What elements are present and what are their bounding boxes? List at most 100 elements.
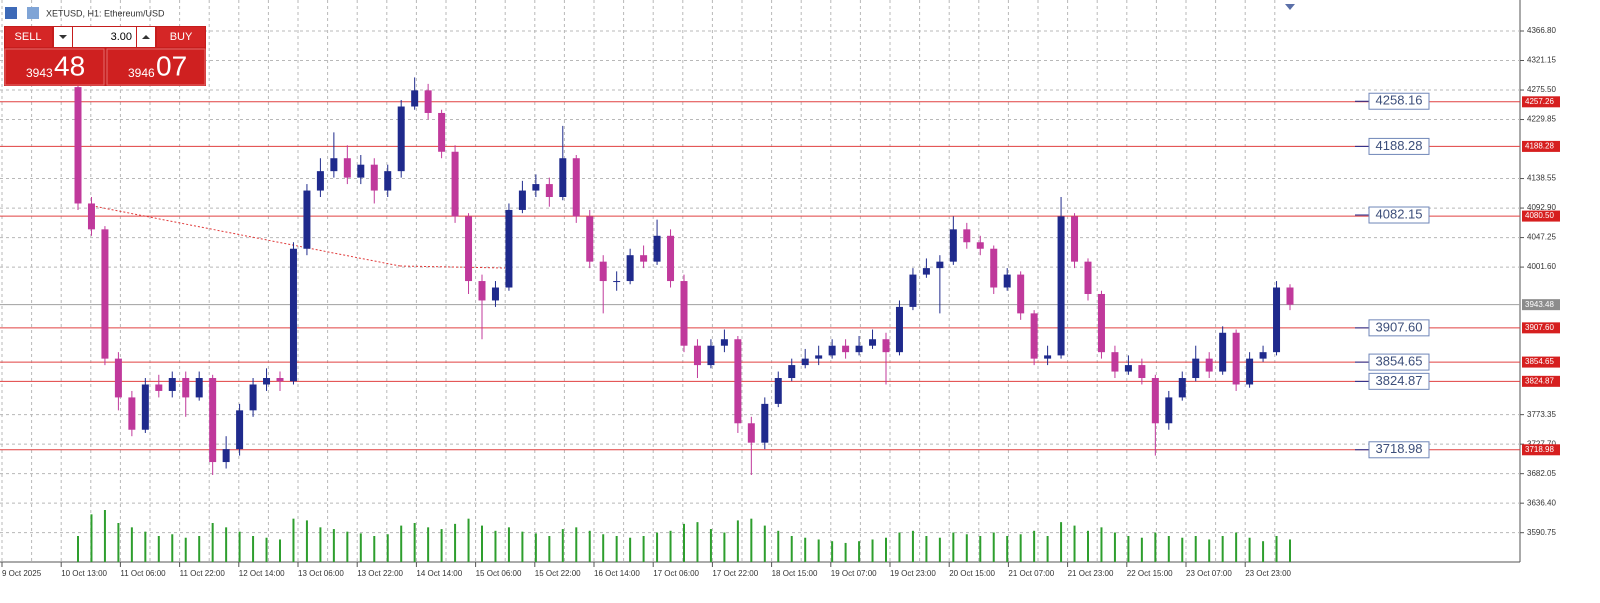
candle-body (734, 339, 742, 424)
volume-bar (413, 523, 416, 562)
y-tick-label: 3727.70 (1527, 439, 1556, 448)
candle-body (1030, 313, 1038, 359)
volume-bar (225, 527, 228, 562)
candle-body (316, 171, 324, 191)
volume-bar (305, 520, 308, 562)
y-tick-label: 3682.05 (1527, 469, 1556, 478)
volume-value: 3.00 (111, 31, 132, 43)
sell-button[interactable] (5, 27, 52, 47)
x-tick-label: 16 Oct 14:00 (594, 569, 640, 578)
price-tag (1522, 96, 1560, 108)
y-tick-label: 4321.15 (1527, 56, 1556, 65)
x-tick-label: 23 Oct 07:00 (1186, 569, 1232, 578)
volume-bar (1019, 534, 1022, 562)
candle-body (774, 378, 782, 404)
volume-bar (992, 532, 995, 562)
candle-body (1246, 358, 1254, 385)
y-tick-label: 4366.80 (1527, 26, 1556, 35)
trend-line[interactable] (87, 204, 401, 267)
candle-body (976, 242, 984, 249)
volume-bar (763, 525, 766, 562)
x-tick-label: 14 Oct 14:00 (416, 569, 462, 578)
buy-price-big: 07 (156, 50, 187, 81)
level-box (1368, 441, 1430, 459)
volume-bar (346, 531, 349, 562)
volume-bar (117, 523, 120, 562)
candle-body (155, 384, 163, 391)
volume-bar (400, 525, 403, 562)
candle-body (1232, 332, 1240, 385)
volume-bar (238, 531, 241, 562)
x-tick-label: 11 Oct 22:00 (180, 569, 226, 578)
candle-body (815, 355, 823, 359)
down-arrow (59, 35, 67, 39)
price-tag-label: 3824.87 (1525, 376, 1554, 385)
volume-bar (683, 523, 685, 562)
candle-body (370, 164, 378, 191)
candle-body (869, 339, 877, 346)
price-tag (1522, 375, 1560, 387)
candle-body (263, 378, 271, 385)
candle-body (222, 449, 230, 463)
candle-body (882, 339, 890, 353)
candle-body (599, 261, 607, 282)
level-label: 3824.87 (1376, 373, 1423, 388)
volume-bar (144, 531, 147, 562)
volume-bar (507, 527, 510, 562)
level-label: 3907.60 (1376, 319, 1423, 334)
candle-body (693, 345, 701, 366)
y-tick-label: 4275.50 (1527, 85, 1556, 94)
candle-body (1071, 216, 1079, 262)
candle-body (895, 306, 903, 353)
x-tick-label: 15 Oct 06:00 (476, 569, 522, 578)
volume-bar (1100, 527, 1103, 562)
candle-body (438, 112, 446, 152)
price-tag (1522, 444, 1560, 456)
level-box (1368, 353, 1430, 371)
level-box (1368, 372, 1430, 390)
volume-bar (709, 529, 712, 562)
level-box (1368, 319, 1430, 337)
axes: 9 Oct 2025 10 Oct 13:00 11 Oct 06:00 11 Oct… (1, 26, 1560, 578)
x-tick-label: 11 Oct 06:00 (120, 569, 166, 578)
price-tag-label: 4257.26 (1525, 97, 1554, 106)
indicator-icon[interactable] (27, 7, 39, 19)
x-tick-label: 22 Oct 15:00 (1127, 569, 1173, 578)
sell-price-box[interactable] (4, 48, 105, 86)
volume-input[interactable] (73, 27, 136, 47)
candle-body (491, 287, 499, 301)
x-tick-label: 21 Oct 23:00 (1068, 569, 1114, 578)
chart-icon[interactable] (5, 7, 17, 19)
sell-label: SELL (15, 31, 42, 43)
volume-bar (723, 532, 726, 562)
candle-body (909, 274, 917, 307)
candle-body (707, 345, 715, 366)
candle-body (168, 378, 176, 391)
volume-bar (952, 532, 955, 562)
level-label: 4082.15 (1376, 206, 1423, 221)
buy-price-box[interactable] (106, 48, 206, 86)
volume-bar (279, 539, 281, 562)
candle-body (236, 410, 244, 450)
candle-body (1273, 287, 1281, 353)
candle-body (478, 281, 486, 301)
volume-bar (319, 527, 322, 562)
buy-button[interactable] (157, 27, 205, 47)
candle-body (828, 345, 836, 356)
candle-body (384, 171, 392, 191)
volume-bar (885, 537, 887, 562)
volume-bar (521, 531, 524, 562)
candle-body (788, 365, 796, 379)
volume-bar (386, 534, 389, 562)
y-tick-label: 4047.25 (1527, 233, 1556, 242)
volume-bar (130, 527, 133, 562)
x-tick-label: 13 Oct 22:00 (357, 569, 403, 578)
trend-line[interactable] (399, 265, 506, 269)
price-tag (1522, 210, 1560, 222)
volume-bar (1046, 536, 1049, 562)
candle-body (1138, 365, 1146, 379)
candle-body (505, 209, 513, 288)
candle-body (1017, 274, 1025, 314)
candle-body (397, 106, 405, 172)
volume-bar (1221, 536, 1224, 562)
